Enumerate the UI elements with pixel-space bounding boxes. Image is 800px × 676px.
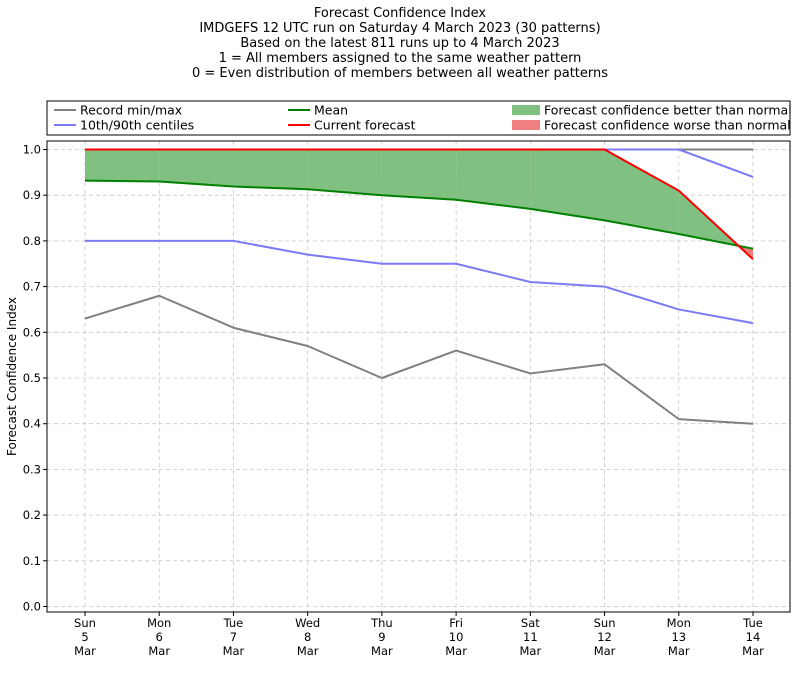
legend-label: Record min/max [80,103,182,118]
x-tick-label: Thu [370,616,393,630]
x-tick-label: 13 [671,630,686,644]
fill-better-than-normal [159,149,234,187]
fill-better-than-normal [530,149,605,221]
y-tick-label: 0.4 [23,417,41,431]
legend-label: Mean [314,103,348,118]
x-tick-label: 12 [597,630,612,644]
x-tick-label: 9 [378,630,385,644]
legend-label: Forecast confidence better than normal [544,103,792,118]
plot-area: 0.00.10.20.30.40.50.60.70.80.91.0Sun5Mar… [5,140,791,658]
y-tick-label: 0.6 [23,325,41,339]
chart-subtitle-runs: Based on the latest 811 runs up to 4 Mar… [240,36,560,51]
fill-better-than-normal [233,149,308,190]
y-tick-label: 0.8 [23,234,41,248]
legend-label: Current forecast [314,118,416,133]
fill-better-than-normal [456,149,531,209]
x-tick-label: Mar [594,644,616,658]
x-tick-label: 14 [746,630,761,644]
series-line-current [85,148,754,260]
x-tick-label: Wed [295,616,320,630]
y-tick-label: 0.0 [23,600,41,614]
x-tick-label: Mar [148,644,170,658]
y-tick-label: 0.7 [23,280,41,294]
x-tick-label: Sun [594,616,616,630]
fill-better-than-normal [604,149,679,235]
y-tick-label: 0.9 [23,188,41,202]
x-tick-label: Sat [521,616,540,630]
x-tick-label: 11 [523,630,538,644]
x-tick-label: Mon [147,616,171,630]
x-tick-label: Mon [667,616,691,630]
series-line-mean [84,179,754,250]
y-tick-label: 0.2 [23,508,41,522]
legend-label: Forecast confidence worse than normal [544,118,791,133]
series-line-p10 [85,239,754,325]
x-tick-label: 10 [449,630,464,644]
series-line-record-min [84,294,754,425]
legend-swatch-patch [512,120,540,130]
chart-subtitle-zero: 0 = Even distribution of members between… [191,66,609,81]
x-tick-label: 7 [230,630,237,644]
fill-better-than-normal [85,149,160,182]
legend-box [46,100,791,136]
fill-better-than-normal [307,149,382,196]
x-tick-label: 8 [304,630,311,644]
x-tick-label: 5 [81,630,88,644]
x-tick-label: Tue [742,616,763,630]
x-tick-label: Mar [223,644,245,658]
plot-frame [46,140,791,613]
x-tick-label: Mar [519,644,541,658]
x-tick-label: Mar [445,644,467,658]
legend-swatch-patch [512,105,540,115]
x-tick-label: Tue [223,616,244,630]
x-tick-label: Mar [74,644,96,658]
x-tick-label: Fri [449,616,463,630]
x-tick-label: Mar [297,644,319,658]
chart-subtitle-one: 1 = All members assigned to the same wea… [218,51,582,66]
fill-better-than-normal [381,149,457,200]
x-tick-label: Sun [74,616,96,630]
chart-title: Forecast Confidence Index [313,6,487,21]
x-tick-label: Mar [742,644,764,658]
x-tick-label: Mar [668,644,690,658]
legend-label: 10th/90th centiles [80,118,194,133]
chart-subtitle-run: IMDGEFS 12 UTC run on Saturday 4 March 2… [199,21,601,36]
y-tick-label: 0.5 [23,371,41,385]
x-tick-label: Mar [371,644,393,658]
y-tick-label: 0.1 [23,554,41,568]
x-tick-label: 6 [156,630,163,644]
y-tick-label: 1.0 [23,143,41,157]
y-tick-label: 0.3 [23,462,41,476]
y-axis-title: Forecast Confidence Index [5,297,19,456]
